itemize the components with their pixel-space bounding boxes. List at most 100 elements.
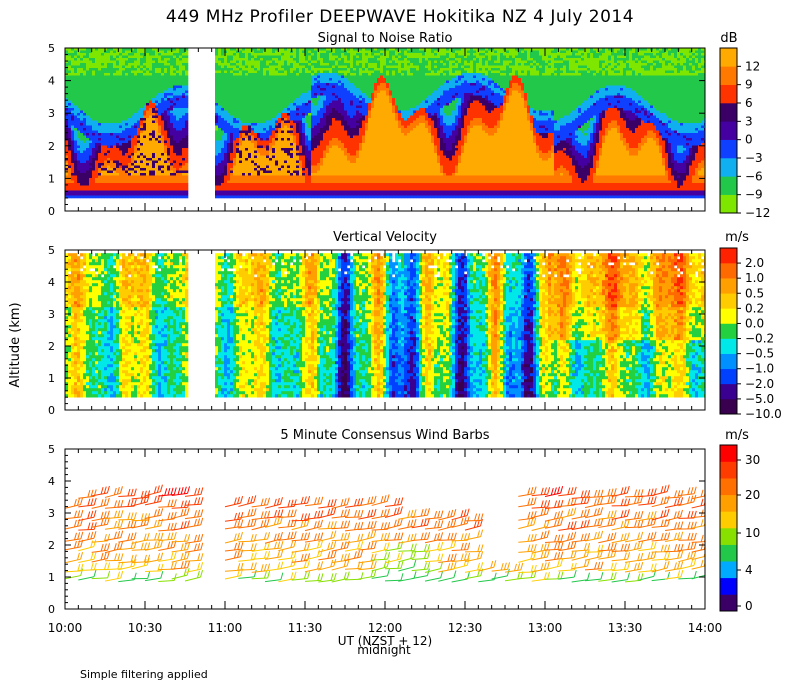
snr-cell [101, 123, 105, 126]
snr-cell [269, 58, 273, 61]
snr-cell [293, 185, 297, 189]
snr-cell [68, 155, 72, 159]
snr-cell [326, 53, 330, 56]
snr-cell [320, 145, 324, 149]
snr-cell [320, 178, 324, 181]
snr-cell [149, 55, 153, 59]
snr-cell [122, 170, 126, 174]
snr-cell [143, 145, 147, 149]
snr-cell [314, 108, 318, 111]
snr-cell [284, 178, 288, 181]
snr-cell [71, 148, 75, 151]
snr-cell [290, 120, 294, 124]
snr-cell [293, 125, 297, 129]
snr-cell [323, 110, 327, 114]
snr-cell [176, 85, 180, 89]
snr-cell [95, 73, 99, 76]
snr-cell [275, 53, 279, 56]
snr-cell [230, 180, 234, 184]
snr-cell [140, 170, 144, 174]
snr-cell [287, 83, 291, 86]
snr-cell [164, 115, 168, 119]
snr-cell [287, 168, 291, 171]
snr-cell [317, 93, 321, 96]
snr-cell [140, 138, 144, 141]
snr-cell [182, 50, 186, 54]
snr-cell [284, 53, 288, 56]
snr-cell [245, 70, 249, 74]
snr-cell [230, 103, 234, 106]
snr-cell [83, 168, 87, 171]
snr-cell [287, 158, 291, 161]
snr-cell [338, 93, 342, 96]
snr-cell [296, 103, 300, 106]
snr-cell [314, 113, 318, 116]
snr-cell [245, 145, 249, 149]
snr-cell [143, 133, 147, 136]
snr-cell [71, 140, 75, 144]
snr-cell [290, 70, 294, 74]
snr-cell [65, 195, 69, 199]
snr-cell [260, 70, 264, 74]
snr-cell [152, 100, 156, 104]
snr-cell [125, 138, 129, 141]
snr-cell [71, 160, 75, 164]
snr-cell [80, 195, 84, 199]
snr-cell [143, 183, 147, 186]
snr-cell [329, 140, 333, 144]
snr-cell [101, 100, 105, 104]
snr-cell [221, 78, 225, 81]
snr-cell [314, 173, 318, 176]
snr-cell [65, 135, 69, 139]
snr-cell [173, 63, 177, 66]
snr-cell [245, 153, 249, 156]
snr-cell [176, 48, 180, 51]
snr-cell [278, 153, 282, 156]
snr-cell [269, 128, 273, 131]
snr-cell [74, 188, 78, 191]
snr-cell [260, 93, 264, 96]
snr-cell [239, 98, 243, 101]
snr-cell [113, 53, 117, 56]
snr-cell [128, 140, 132, 144]
snr-cell [149, 170, 153, 174]
snr-cell [101, 148, 105, 151]
snr-cell [68, 95, 72, 99]
snr-cell [287, 118, 291, 121]
snr-cell [287, 60, 291, 64]
snr-cell [143, 163, 147, 166]
snr-cell [128, 193, 132, 196]
snr-cell [215, 135, 219, 139]
snr-cell [113, 163, 117, 166]
snr-cell [110, 168, 114, 171]
snr-cell [185, 143, 189, 146]
snr-cell [266, 60, 270, 64]
snr-cell [239, 148, 243, 151]
snr-cell [119, 103, 123, 106]
snr-cell [251, 95, 255, 99]
snr-cell [299, 150, 303, 154]
snr-cell [305, 160, 309, 164]
snr-cell [245, 75, 249, 79]
snr-cell [71, 120, 75, 124]
snr-cell [89, 78, 93, 81]
snr-cell [92, 65, 96, 69]
snr-cell [278, 145, 282, 149]
snr-cell [92, 148, 96, 151]
snr-cell [329, 163, 333, 166]
snr-cell [323, 138, 327, 141]
snr-cell [137, 160, 141, 164]
snr-cell [239, 125, 243, 129]
snr-cell [260, 145, 264, 149]
snr-cell [275, 113, 279, 116]
snr-cell [263, 80, 267, 84]
snr-cell [176, 185, 180, 189]
snr-cell [98, 85, 102, 89]
snr-cell [257, 165, 261, 169]
snr-cell [287, 188, 291, 191]
snr-cell [185, 163, 189, 166]
snr-cell [119, 175, 123, 179]
snr-cell [65, 63, 69, 66]
snr-cell [164, 53, 168, 56]
snr-cell [290, 188, 294, 191]
